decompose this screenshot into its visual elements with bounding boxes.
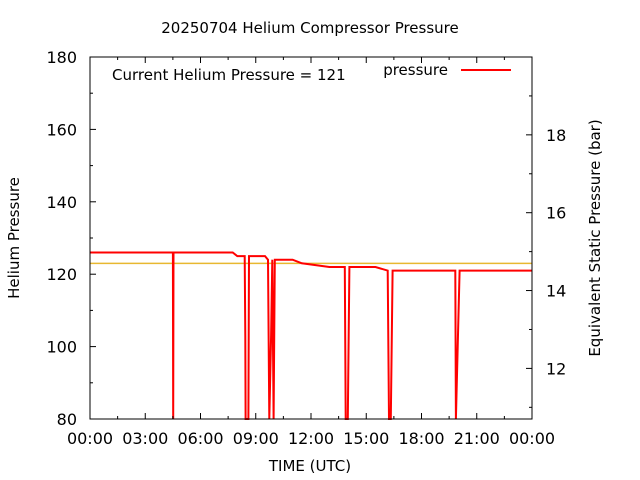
y2-axis-label: Equivalent Static Pressure (bar) [586, 119, 604, 356]
y-tick-label: 100 [46, 338, 77, 357]
y2-axis: 12 14 16 18 [526, 56, 566, 408]
y-tick-label: 180 [46, 48, 77, 67]
y-axis-label: Helium Pressure [5, 177, 23, 299]
x-tick-label: 12:00 [288, 429, 334, 448]
y-axis: 80 100 120 140 160 180 [46, 48, 96, 429]
y2-tick-label: 16 [546, 204, 566, 223]
x-axis: 00:00 03:00 06:00 09:00 12:00 15:00 18:00 21:00… [67, 57, 555, 448]
x-tick-label: 21:00 [454, 429, 500, 448]
x-tick-label: 03:00 [122, 429, 168, 448]
y-tick-label: 80 [57, 410, 77, 429]
y-tick-label: 140 [46, 193, 77, 212]
x-tick-label: 15:00 [343, 429, 389, 448]
x-axis-label: TIME (UTC) [268, 457, 351, 475]
plot-frame [89, 56, 533, 420]
plot-area [90, 251, 532, 420]
x-tick-label: 18:00 [398, 429, 444, 448]
y2-tick-label: 12 [546, 359, 566, 378]
chart-title: 20250704 Helium Compressor Pressure [161, 19, 459, 37]
legend-label: pressure [383, 61, 448, 79]
y2-tick-label: 18 [546, 126, 566, 145]
y-tick-label: 160 [46, 120, 77, 139]
x-tick-label: 09:00 [233, 429, 279, 448]
x-tick-label: 06:00 [177, 429, 223, 448]
legend: pressure [383, 61, 511, 79]
x-tick-label: 00:00 [67, 429, 113, 448]
annotation-current-pressure: Current Helium Pressure = 121 [112, 66, 346, 84]
y2-tick-label: 14 [546, 282, 566, 301]
x-tick-label: 00:00 [509, 429, 555, 448]
y-tick-label: 120 [46, 265, 77, 284]
series-line-pressure [90, 251, 532, 420]
